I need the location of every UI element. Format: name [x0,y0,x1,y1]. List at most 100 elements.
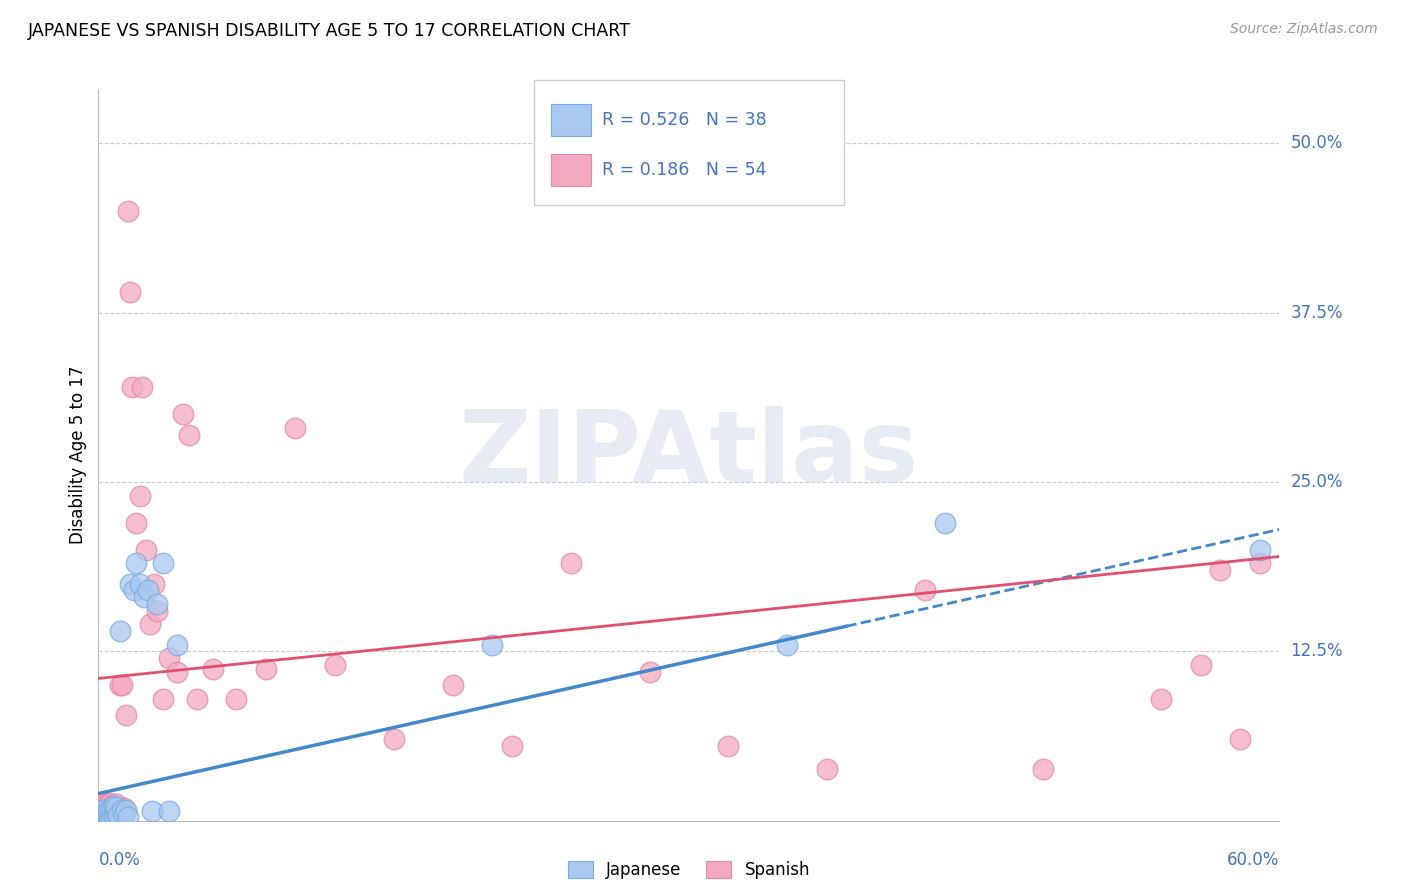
Point [105,805,128,820]
Point [91,808,114,822]
Text: ZIPAtlas: ZIPAtlas [458,407,920,503]
Point [107,808,129,822]
Point [111,678,134,692]
Point [108,624,131,638]
Point [96,805,118,820]
Point [96,803,118,817]
Point [914,583,936,598]
Text: R = 0.186   N = 54: R = 0.186 N = 54 [602,161,766,179]
Point [186,691,208,706]
Point [638,665,661,679]
Point [146,604,169,618]
Point [157,651,180,665]
Point [815,762,838,776]
Point [136,583,159,598]
Point [108,678,131,692]
Point [101,803,124,817]
Point [141,804,163,818]
Point [122,583,145,598]
Point [131,380,153,394]
Point [93,800,115,814]
Point [323,657,346,672]
Point [91,801,114,815]
Point [177,427,200,442]
Point [1150,691,1173,706]
Point [98,803,121,817]
Point [481,638,503,652]
Point [118,576,141,591]
Point [142,576,165,591]
Point [441,678,464,692]
Text: 0.0%: 0.0% [98,851,141,869]
Point [103,808,125,822]
Y-axis label: Disability Age 5 to 17: Disability Age 5 to 17 [69,366,87,544]
Point [382,732,405,747]
Point [103,798,125,813]
Point [96,809,118,823]
Point [172,407,194,421]
Point [152,691,174,706]
Point [157,804,180,818]
Point [128,489,150,503]
Point [97,801,120,815]
Point [118,285,141,300]
Point [121,380,143,394]
Point [93,803,115,817]
Point [776,638,799,652]
Point [138,617,160,632]
Point [111,803,134,817]
Point [117,204,139,219]
Point [103,800,125,814]
Point [1249,542,1271,557]
Point [501,739,523,753]
Text: Source: ZipAtlas.com: Source: ZipAtlas.com [1230,22,1378,37]
Point [152,556,174,570]
Point [132,590,155,604]
Point [125,516,148,530]
Point [1189,657,1212,672]
Point [201,662,224,676]
Point [1032,762,1054,776]
Point [101,798,124,813]
Point [125,556,148,570]
Point [934,516,956,530]
Point [96,797,118,812]
Point [105,800,128,814]
Point [89,800,111,814]
Point [166,665,188,679]
Point [112,801,135,815]
Point [101,801,124,815]
Point [98,800,121,814]
Text: 12.5%: 12.5% [1291,642,1343,660]
Point [1229,732,1251,747]
Point [101,806,124,821]
Point [91,804,114,818]
Point [115,708,138,723]
Text: 50.0%: 50.0% [1291,135,1343,153]
Point [98,796,121,810]
Text: R = 0.526   N = 38: R = 0.526 N = 38 [602,112,766,129]
Point [717,739,740,753]
Point [117,809,139,823]
Point [560,556,582,570]
Point [128,576,150,591]
Point [1249,556,1271,570]
Point [89,806,111,821]
Point [98,809,121,823]
Point [115,803,138,817]
Text: 25.0%: 25.0% [1291,473,1343,491]
Text: JAPANESE VS SPANISH DISABILITY AGE 5 TO 17 CORRELATION CHART: JAPANESE VS SPANISH DISABILITY AGE 5 TO … [28,22,631,40]
Legend: Japanese, Spanish: Japanese, Spanish [561,854,817,886]
Point [225,691,247,706]
Point [112,806,135,821]
Text: 37.5%: 37.5% [1291,303,1343,322]
Point [1209,563,1232,577]
Point [107,801,129,815]
Point [93,796,115,810]
Point [97,808,120,822]
Point [93,806,115,821]
Point [254,662,277,676]
Point [284,421,307,435]
Text: 60.0%: 60.0% [1227,851,1279,869]
Point [97,797,120,812]
